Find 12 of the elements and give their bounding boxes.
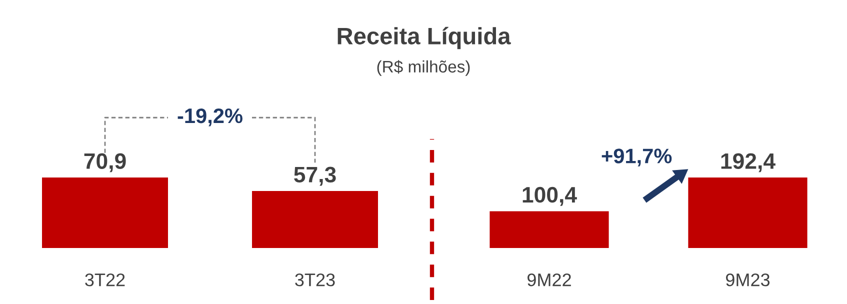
x-tick-label: 3T22 xyxy=(85,273,125,286)
text: +91,7% xyxy=(602,148,672,166)
text: -19,2% xyxy=(178,108,242,126)
x-tick-label: 3T23 xyxy=(295,273,335,286)
chart-subtitle: (R$ milhões) xyxy=(377,60,470,76)
data-label: 57,3 xyxy=(294,166,336,186)
data-label: 100,4 xyxy=(522,186,577,206)
chart-title: Receita Líquida xyxy=(338,26,511,50)
data-label: 70,9 xyxy=(84,153,126,172)
x-tick-label: 9M22 xyxy=(528,273,571,286)
data-label: 192,4 xyxy=(721,153,776,172)
x-tick-label: 9M23 xyxy=(726,273,770,286)
